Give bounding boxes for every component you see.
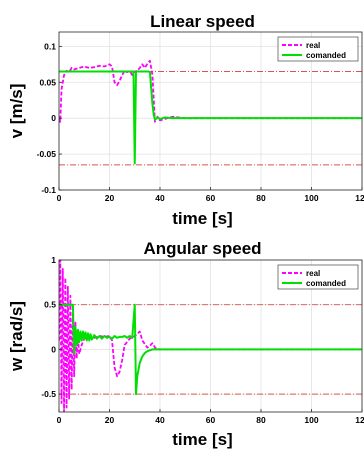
x-axis-label: time [s] [172,209,232,228]
x-axis-label: time [s] [172,430,232,449]
y-tick-label: -0.5 [41,389,56,399]
legend-box [277,36,359,62]
x-tick-label: 20 [105,193,115,203]
y-tick-label: -0.1 [41,185,56,195]
series-line-real [59,260,362,412]
legend-label-comanded: comanded [306,279,346,288]
legend-box [277,264,359,290]
x-tick-label: 80 [256,193,266,203]
chart-2: Angular speed 0 20 40 60 80 100 12 -0.5 0 0.5 1 time… [7,239,364,449]
y-axis-label: v [m/s] [7,84,26,139]
x-tick-label: 40 [155,415,165,425]
series-line-comanded [59,70,362,165]
y-tick-label: 0.5 [44,300,56,310]
y-tick-label: -0.05 [37,149,57,159]
y-tick-label: 0.05 [39,77,56,87]
x-tick-label: 0 [57,193,62,203]
chart-1: Linear speed 0 20 40 60 80 100 12 -0.1 -0.05 0 0.05… [7,12,364,228]
chart-title: Angular speed [143,239,261,258]
y-tick-label: 1 [51,255,56,265]
x-tick-label: 0 [57,415,62,425]
x-tick-label: 20 [105,415,115,425]
chart-title: Linear speed [150,12,255,31]
y-tick-label: 0 [51,113,56,123]
legend-label-real: real [306,269,320,278]
x-tick-label: 100 [304,415,318,425]
x-tick-label: 60 [206,415,216,425]
x-tick-label: 100 [304,193,318,203]
x-tick-label: 60 [206,193,216,203]
series-line-comanded [59,303,362,396]
x-tick-label: 40 [155,193,165,203]
x-tick-label: 80 [256,415,266,425]
legend-label-real: real [306,41,320,50]
x-tick-label: 12 [355,193,364,203]
y-tick-label: 0 [51,344,56,354]
legend-label-comanded: comanded [306,51,346,60]
y-tick-label: 0.1 [44,41,56,51]
x-tick-label: 12 [355,415,364,425]
y-axis-label: w [rad/s] [7,301,26,372]
